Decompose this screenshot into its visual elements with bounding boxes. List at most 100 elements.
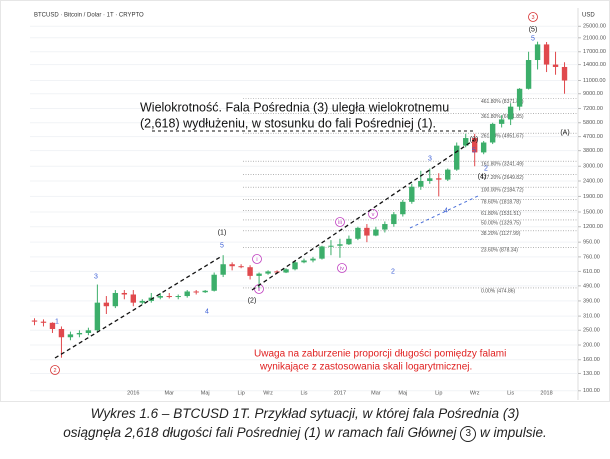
x-tick-label: Lip — [237, 390, 244, 396]
y-tick-label: 310.00 — [583, 314, 600, 320]
wave-circle — [335, 217, 345, 227]
candle-body — [130, 294, 137, 303]
candle-body — [319, 246, 325, 259]
wave-label: (5) — [529, 26, 538, 33]
candle-body — [328, 245, 334, 247]
x-tick-label: Mar — [371, 390, 381, 396]
y-tick-label: 1500.00 — [583, 209, 603, 215]
x-tick-label: Wrz — [263, 390, 273, 396]
fib-label: 38.20% (1127.99) — [481, 231, 521, 237]
candle-body — [238, 266, 244, 268]
y-tick-label: 160.00 — [583, 357, 600, 363]
fib-label: 0.00% (474.86) — [481, 288, 516, 294]
wave-label: v — [372, 212, 375, 218]
candle-body — [471, 138, 478, 153]
plot: 25000.00 21000.00 17000.00 14000.00 11000.00… — [30, 12, 606, 396]
candle-body — [507, 106, 514, 120]
candle-body — [256, 273, 262, 276]
caption-line: w impulsie. — [479, 425, 547, 440]
x-tick-label: Maj — [398, 390, 407, 396]
candle-body — [445, 169, 451, 180]
candle-body — [480, 142, 487, 153]
wave-label: 1 — [55, 318, 59, 325]
note: (2,618) wydłużeniu, w stosunku do fali P… — [140, 116, 436, 130]
y-tick-label: 9000.00 — [583, 91, 603, 97]
chart-title: BTCUSD · Bitcoin / Dolar · 1T · CRYPTO — [34, 13, 144, 19]
wave-label: iv — [340, 266, 344, 272]
y-tick-label: 390.00 — [583, 298, 600, 304]
y-tick-label: 14000.00 — [583, 62, 606, 68]
caption: Wykres 1.6 – BTCUSD 1T. Przykład sytuacj… — [0, 404, 610, 442]
y-tick-label: 7200.00 — [583, 106, 603, 112]
x-tick-label: Wrz — [470, 390, 480, 396]
candle-body — [346, 238, 352, 245]
candle-body — [391, 214, 397, 225]
y-tick-label: 760.00 — [583, 254, 600, 260]
candle-body — [337, 244, 343, 246]
y-tick-label: 610.00 — [583, 269, 600, 275]
candle-body — [283, 269, 289, 273]
candle-body — [355, 227, 361, 239]
wave-circle — [50, 365, 60, 375]
warning: wynikające z zastosowania skali logarytm… — [259, 362, 472, 373]
chart-frame — [0, 0, 610, 402]
wave-label: (A) — [560, 129, 569, 136]
candle-body — [58, 328, 65, 338]
candle-body — [31, 320, 38, 322]
wave-label: 4 — [205, 308, 209, 315]
x-tick-label: 2017 — [334, 390, 346, 396]
candle-body — [400, 201, 406, 215]
candle-body — [94, 302, 101, 331]
y-tick-label: 250.00 — [583, 328, 600, 334]
wave-circle — [337, 263, 347, 273]
y-tick-label: 2400.00 — [583, 178, 603, 184]
y-tick-label: 3000.00 — [583, 164, 603, 170]
wave-label: (3) — [470, 136, 479, 143]
candle-body — [454, 145, 460, 170]
wave-label: 2 — [391, 268, 395, 275]
y-tick-label: 950.00 — [583, 240, 600, 246]
wave-circle — [368, 209, 378, 219]
wave-label: ii — [258, 287, 260, 293]
trend-line — [54, 255, 223, 359]
candle-body — [121, 292, 128, 295]
wave-circle — [252, 254, 262, 264]
x-tick-label: Maj — [201, 390, 210, 396]
x-tick-label: Lis — [507, 390, 514, 396]
caption-circle: 3 — [460, 426, 477, 442]
candle-body — [561, 66, 568, 81]
wave-label: (4) — [478, 173, 487, 180]
candle-body — [436, 178, 442, 180]
candle-body — [139, 300, 145, 303]
note: Wielokrotność. Fala Pośrednia (3) uległa… — [140, 100, 449, 114]
candle-body — [193, 291, 199, 293]
wave-label: 5 — [220, 242, 224, 249]
candle-body — [364, 227, 370, 236]
candle-body — [211, 274, 217, 291]
candle-body — [418, 180, 424, 187]
y-tick-label: 200.00 — [583, 342, 600, 348]
candle-body — [175, 296, 181, 298]
candle-body — [498, 119, 505, 124]
candle-body — [85, 330, 92, 333]
candle-body — [292, 262, 298, 270]
wave-label: i — [256, 257, 257, 263]
y-tick-label: 3800.00 — [583, 148, 603, 154]
currency: USD — [582, 13, 595, 19]
fib-label: 161.80% (3241.49) — [481, 161, 524, 167]
y-tick-label: 130.00 — [583, 371, 600, 377]
candle-body — [463, 138, 469, 146]
y-tick-label: 100.00 — [583, 388, 600, 394]
fib-label: 61.80% (1531.51) — [481, 211, 521, 217]
candle-body — [202, 290, 208, 293]
fib-label: 127.20% (2649.82) — [481, 175, 524, 181]
fib-label: 23.60% (878.34) — [481, 248, 518, 254]
wave-label: 2 — [484, 165, 488, 172]
y-tick-label: 11000.00 — [583, 78, 606, 84]
y-tick-label: 5800.00 — [583, 120, 603, 126]
fib-label: 461.80% (8371.82) — [481, 99, 524, 105]
candle-body — [489, 123, 496, 143]
y-tick-label: 1200.00 — [583, 224, 603, 230]
wave-label: 5 — [531, 35, 535, 42]
